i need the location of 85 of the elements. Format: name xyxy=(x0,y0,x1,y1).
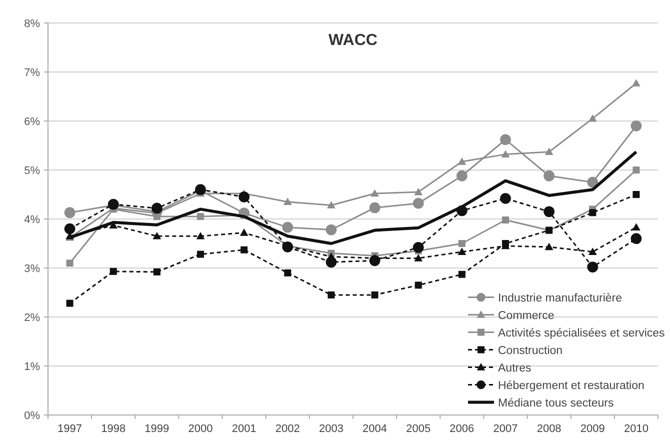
point xyxy=(282,241,294,252)
point xyxy=(587,176,598,188)
x-tick-label: 1997 xyxy=(58,423,82,435)
point xyxy=(544,170,555,182)
point xyxy=(502,216,509,224)
point xyxy=(412,242,424,253)
point xyxy=(64,207,76,218)
x-tick-label: 2001 xyxy=(232,423,256,435)
x-tick-label: 2009 xyxy=(580,423,605,435)
point xyxy=(326,224,337,236)
point xyxy=(370,189,379,197)
point xyxy=(64,223,76,234)
x-tick-label: 1998 xyxy=(101,423,126,435)
point xyxy=(632,79,640,86)
point xyxy=(458,270,466,278)
point xyxy=(500,134,511,146)
point xyxy=(632,191,640,198)
point xyxy=(110,268,117,275)
x-tick-label: 2006 xyxy=(450,423,474,435)
x-tick-label: 2000 xyxy=(188,423,213,435)
point xyxy=(326,256,337,268)
y-tick-label: 8% xyxy=(24,18,40,30)
point xyxy=(152,232,162,240)
legend-label: Industrie manufacturière xyxy=(498,292,622,304)
point xyxy=(544,148,554,156)
point xyxy=(197,213,204,220)
point xyxy=(458,240,466,247)
point xyxy=(500,192,511,204)
point xyxy=(66,300,74,307)
y-tick-label: 5% xyxy=(24,164,40,177)
y-tick-label: 4% xyxy=(24,214,40,226)
point xyxy=(371,291,378,298)
point xyxy=(587,262,598,272)
x-tick-label: 2003 xyxy=(318,423,344,435)
legend-label: Activités spécialisées et services xyxy=(498,327,666,340)
point xyxy=(632,223,640,230)
point xyxy=(414,254,423,262)
point xyxy=(412,198,424,209)
legend-label: Hébergement et restauration xyxy=(498,380,644,392)
point xyxy=(458,248,466,255)
point xyxy=(327,201,336,208)
x-tick-label: 2004 xyxy=(362,423,388,435)
legend-label: Construction xyxy=(498,344,563,357)
point xyxy=(240,246,248,254)
x-tick-label: 2010 xyxy=(624,423,648,435)
point xyxy=(369,255,380,266)
x-tick-label: 2007 xyxy=(493,423,518,435)
point xyxy=(544,206,555,218)
point xyxy=(588,114,597,122)
y-tick-label: 2% xyxy=(24,312,40,324)
y-tick-label: 0% xyxy=(24,410,40,422)
point xyxy=(240,228,248,236)
point xyxy=(456,170,468,182)
y-tick-label: 7% xyxy=(24,66,40,79)
point xyxy=(238,192,250,202)
point xyxy=(196,232,205,240)
x-tick-label: 2002 xyxy=(275,423,300,435)
point xyxy=(544,242,554,250)
point xyxy=(458,157,466,165)
x-tick-label: 2008 xyxy=(536,423,562,435)
point xyxy=(197,250,204,258)
point xyxy=(632,166,640,174)
legend-label: Commerce xyxy=(498,310,554,322)
y-tick-label: 6% xyxy=(24,116,40,128)
x-tick-label: 2005 xyxy=(406,423,431,435)
point xyxy=(283,198,292,205)
point xyxy=(588,248,597,255)
point xyxy=(501,150,510,158)
legend-label: Médiane tous secteurs xyxy=(498,397,614,410)
point xyxy=(66,260,74,267)
point xyxy=(153,268,160,276)
point xyxy=(282,222,294,233)
x-tick-label: 1999 xyxy=(144,423,170,435)
y-tick-label: 1% xyxy=(24,360,40,373)
y-tick-label: 3% xyxy=(24,262,40,275)
text: WACC xyxy=(328,32,378,49)
point xyxy=(284,269,292,276)
point xyxy=(328,291,335,298)
point xyxy=(414,282,422,289)
point xyxy=(369,202,380,214)
point xyxy=(414,188,423,196)
point xyxy=(589,209,596,216)
legend-label: Autres xyxy=(498,362,532,374)
point xyxy=(630,120,642,132)
point xyxy=(630,233,642,244)
